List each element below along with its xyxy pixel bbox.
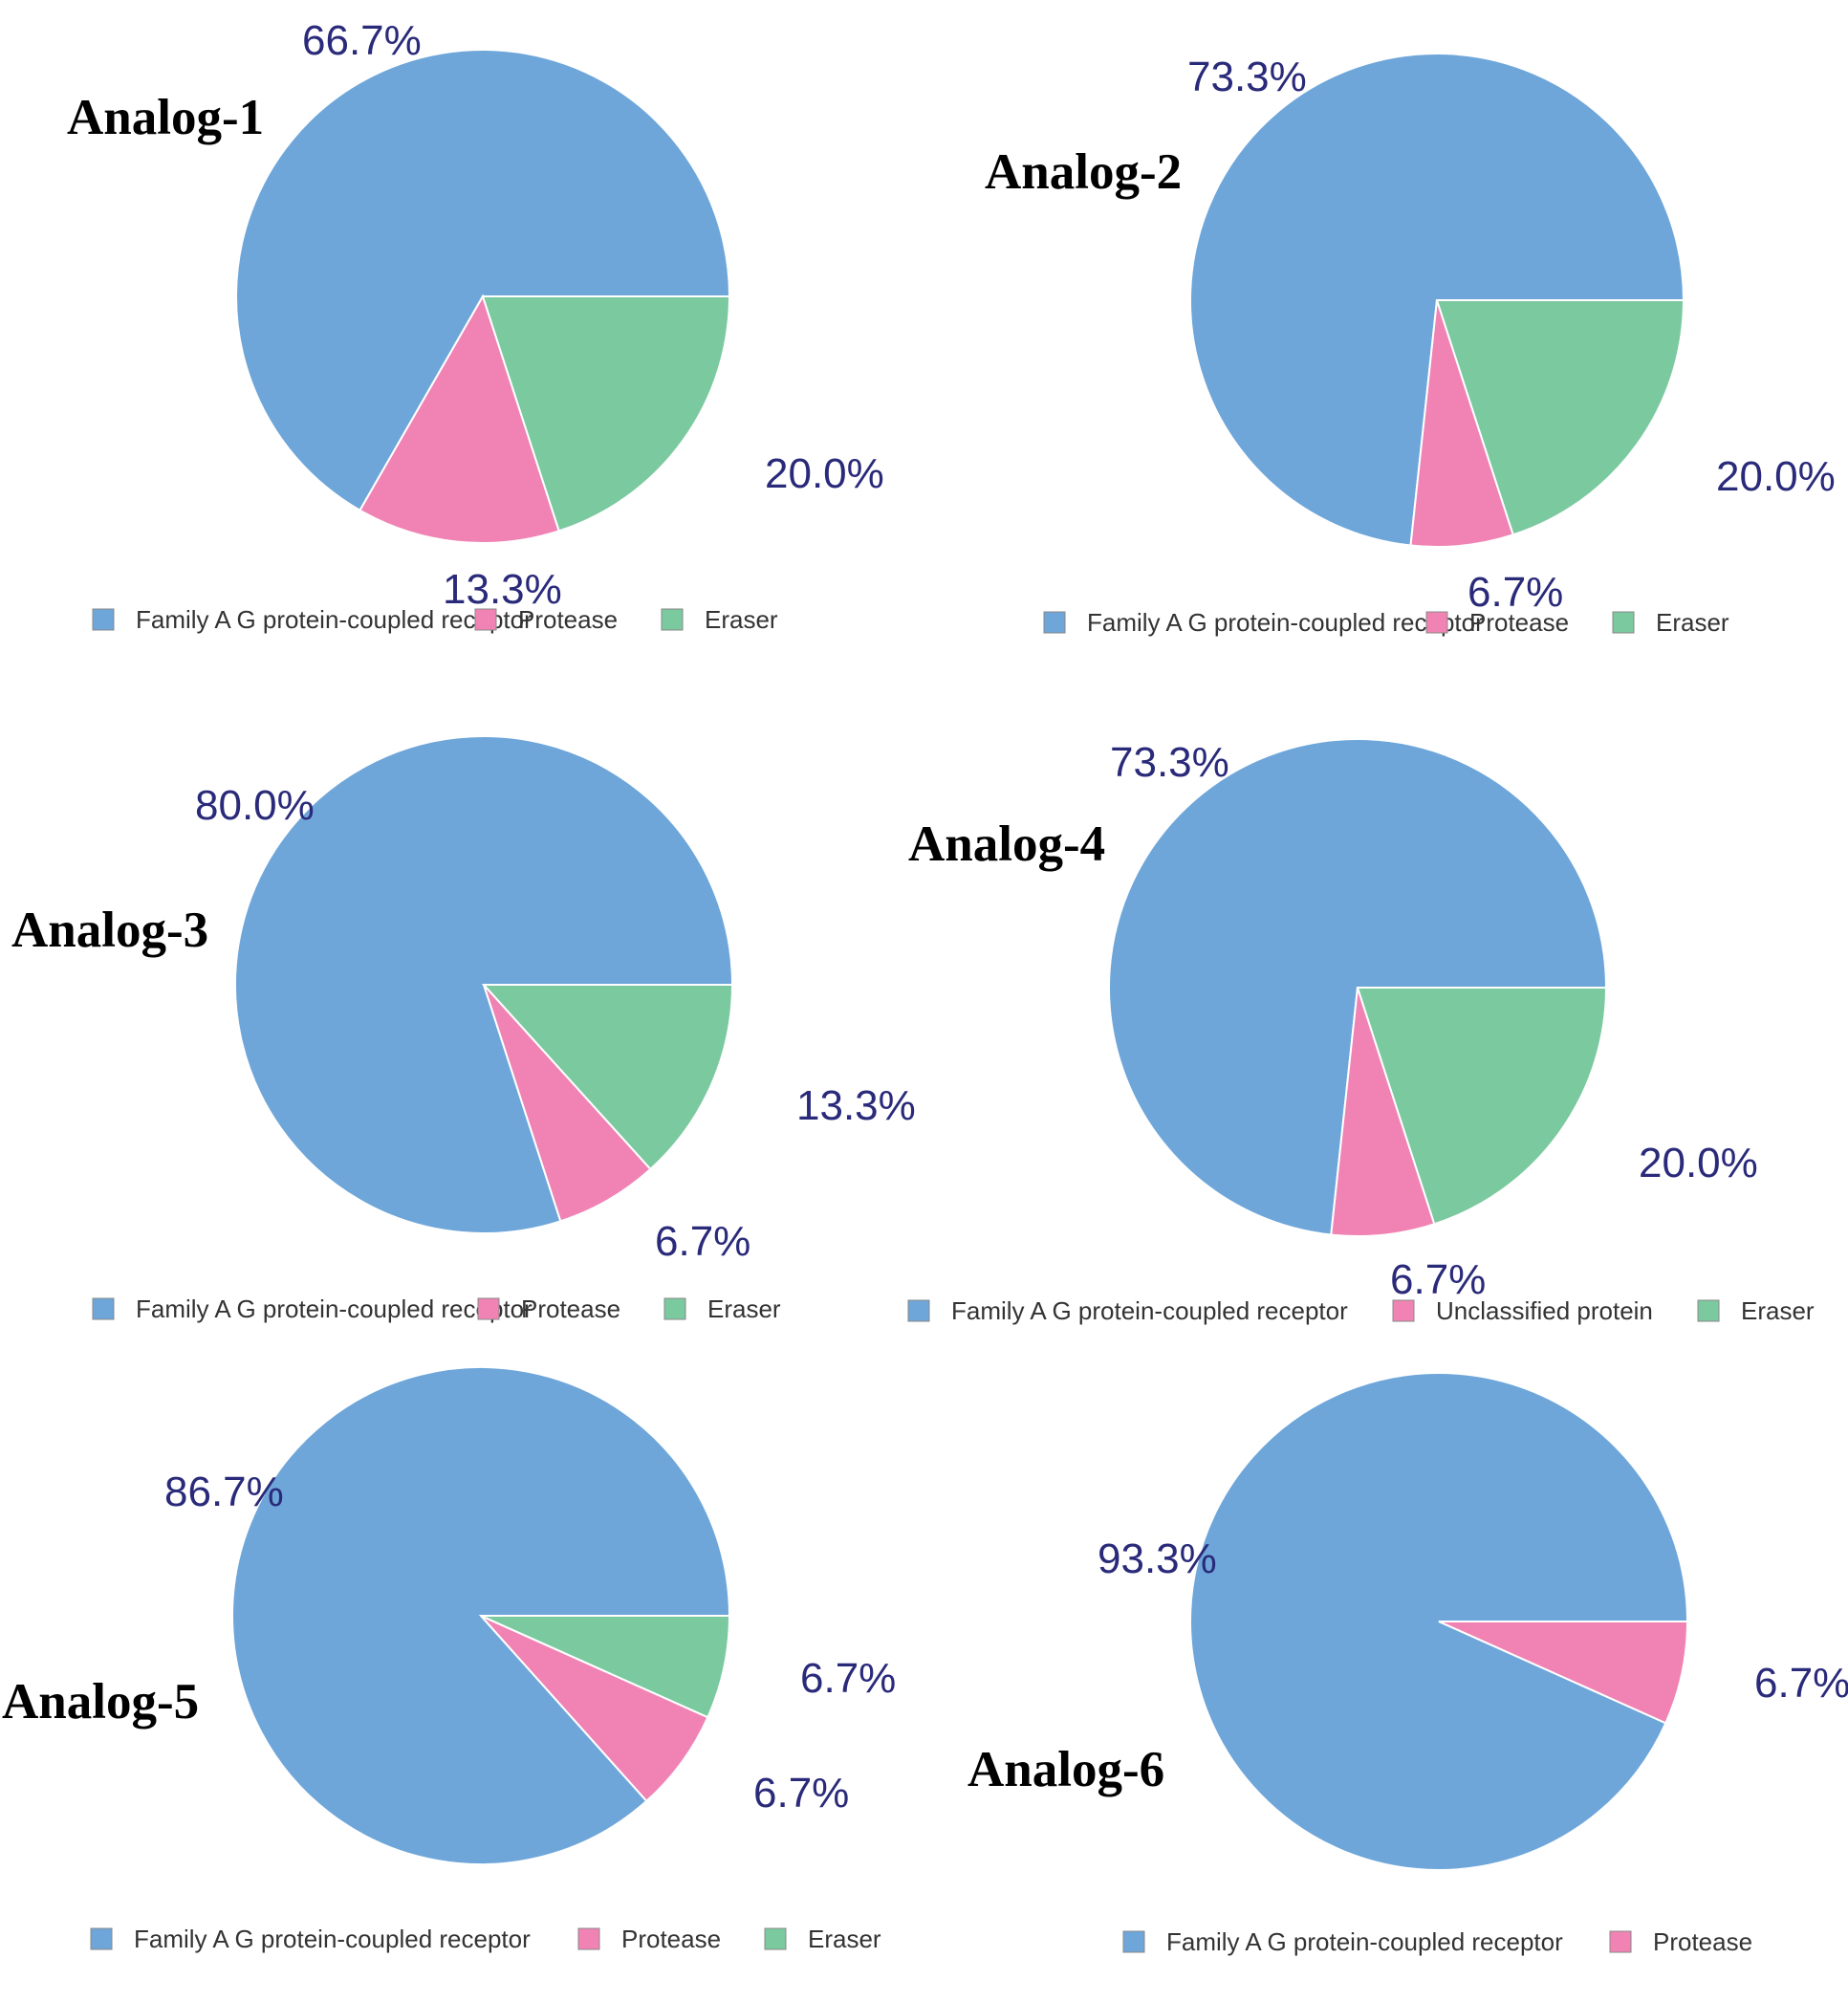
legend-label: Protease: [518, 605, 618, 634]
legend-label: Eraser: [707, 1295, 781, 1323]
pie-panel-5: 86.7% 6.7% 6.7% Analog-5 Family A G protein-…: [2, 1366, 896, 1953]
pie-slice-eraser: [481, 295, 731, 533]
chart-title: Analog-1: [67, 90, 264, 145]
legend-label: Family A G protein-coupled receptor: [951, 1296, 1348, 1325]
legend-label: Protease: [1653, 1927, 1752, 1956]
pie-slice-protease: [1409, 299, 1514, 548]
pie-data-label: 13.3%: [796, 1082, 916, 1129]
pie-data-label: 20.0%: [1716, 453, 1836, 500]
chart-title: Analog-6: [967, 1742, 1164, 1797]
pie-slice-eraser: [481, 984, 734, 1171]
legend-label: Protease: [621, 1925, 721, 1953]
pie-panel-3: 80.0% 6.7% 13.3% Analog-3 Family A G protein…: [11, 735, 916, 1323]
chart-title: Analog-4: [908, 816, 1105, 872]
chart-title: Analog-3: [11, 903, 208, 958]
pie-data-label: 93.3%: [1098, 1535, 1217, 1582]
chart-title: Analog-2: [985, 144, 1182, 200]
pie-slice-unclassified-protein: [1330, 987, 1436, 1237]
chart-title: Analog-5: [2, 1674, 199, 1730]
legend-swatch: [1425, 611, 1448, 634]
pie-slice-family-a-g-protein-coupled-receptor: [234, 735, 734, 1234]
pie-data-label: 73.3%: [1110, 739, 1229, 786]
legend-label: Family A G protein-coupled receptor: [136, 1295, 533, 1323]
pie-panel-1: 66.7% 13.3% 20.0% Analog-1 Family A G protei…: [67, 17, 884, 634]
legend-swatch: [907, 1299, 930, 1322]
pie-slice-eraser: [480, 1615, 731, 1719]
pie-data-label: 73.3%: [1187, 54, 1307, 100]
legend-swatch: [1612, 611, 1635, 634]
legend: Family A G protein-coupled receptor Prote…: [1122, 1927, 1752, 1956]
legend-swatch: [1043, 611, 1066, 634]
legend-swatch: [474, 608, 497, 631]
pie-data-label: 66.7%: [302, 17, 422, 64]
pie-slice-protease: [1438, 1621, 1689, 1725]
legend-swatch: [1697, 1299, 1720, 1322]
legend: Family A G protein-coupled receptorProte…: [92, 1295, 781, 1323]
legend-swatch: [764, 1927, 787, 1950]
legend-label: Family A G protein-coupled receptor: [136, 605, 533, 634]
legend: Family A G protein-coupled receptor Prote…: [90, 1925, 881, 1953]
pie-panel-2: 73.3% 6.7% 20.0% Analog-2 Family A G protein…: [985, 53, 1836, 637]
legend-label: Family A G protein-coupled receptor: [1087, 608, 1484, 637]
legend-label: Unclassified protein: [1436, 1296, 1653, 1325]
legend-swatch: [1609, 1930, 1632, 1953]
pie-data-label: 6.7%: [1468, 569, 1563, 616]
pie-data-label: 80.0%: [195, 782, 315, 829]
legend: Family A G protein-coupled receptorProte…: [92, 605, 778, 634]
legend-label: Family A G protein-coupled receptor: [1166, 1927, 1563, 1956]
pie-slice-protease: [483, 984, 652, 1223]
legend-label: Protease: [1469, 608, 1569, 637]
pie-panel-4: 73.3% 6.7% 20.0% Analog-4 Family A G protein…: [907, 738, 1815, 1325]
pie-data-label: 6.7%: [1390, 1256, 1486, 1303]
legend-swatch: [663, 1297, 686, 1320]
legend-label: Eraser: [705, 605, 778, 634]
pie-data-label: 6.7%: [1754, 1660, 1848, 1707]
legend-label: Eraser: [1741, 1296, 1815, 1325]
legend: Family A G protein-coupled receptorProte…: [1043, 608, 1729, 637]
legend-swatch: [577, 1927, 600, 1950]
legend-swatch: [1392, 1299, 1415, 1322]
legend-label: Eraser: [808, 1925, 881, 1953]
legend-swatch: [661, 608, 684, 631]
pie-data-label: 86.7%: [164, 1469, 284, 1515]
legend-swatch: [92, 608, 115, 631]
pie-slice-family-a-g-protein-coupled-receptor: [235, 49, 731, 512]
pie-data-label: 6.7%: [800, 1655, 896, 1702]
pie-data-label: 6.7%: [753, 1770, 849, 1817]
pie-slice-protease: [480, 1615, 709, 1803]
legend-swatch: [92, 1297, 115, 1320]
legend-swatch: [90, 1927, 113, 1950]
pie-data-label: 20.0%: [1639, 1140, 1758, 1186]
legend: Family A G protein-coupled receptor Uncla…: [907, 1296, 1815, 1325]
pie-slice-eraser: [1356, 987, 1608, 1226]
legend-swatch: [1122, 1930, 1145, 1953]
pie-slice-protease: [359, 294, 560, 544]
pie-data-label: 6.7%: [655, 1218, 750, 1265]
legend-label: Family A G protein-coupled receptor: [134, 1925, 531, 1953]
legend-label: Eraser: [1656, 608, 1729, 637]
legend-label: Protease: [521, 1295, 620, 1323]
pie-data-label: 20.0%: [765, 450, 884, 497]
pie-slice-eraser: [1435, 299, 1685, 536]
pie-data-label: 13.3%: [443, 566, 562, 613]
legend-swatch: [477, 1297, 500, 1320]
pie-panel-6: 93.3% 6.7% Analog-6 Family A G protein-coup…: [967, 1372, 1848, 1956]
